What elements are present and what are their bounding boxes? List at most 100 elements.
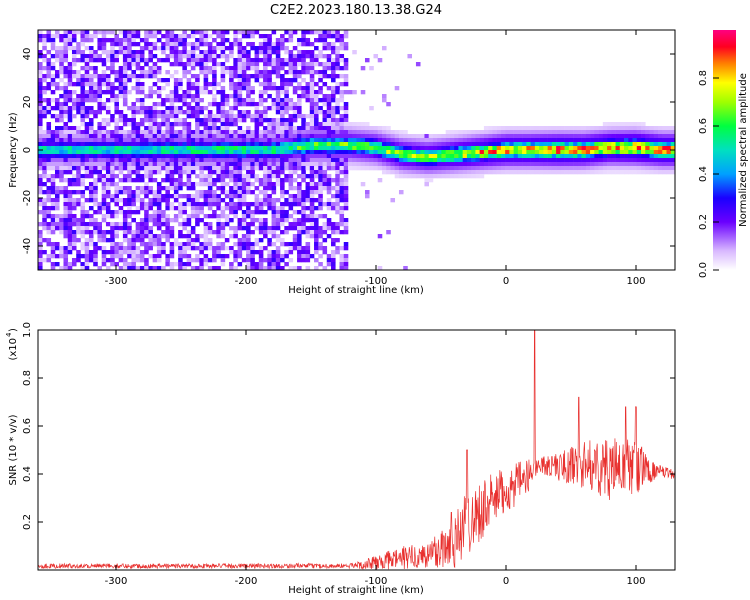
spectrogram-cell [131, 258, 136, 263]
spectrogram-cell [122, 186, 128, 191]
spectrogram-cell [645, 130, 650, 135]
spectrogram-cell [135, 210, 141, 215]
spectrogram-cell [343, 166, 349, 171]
spectrogram-cell [46, 98, 52, 103]
spectrogram-cell [46, 102, 52, 107]
spectrogram-cell [110, 166, 115, 171]
spectrogram-cell [407, 158, 413, 163]
spectrogram-cell [161, 158, 166, 163]
spectrogram-cell [190, 266, 196, 270]
spectrogram-cell [318, 194, 323, 199]
spectrogram-cell [534, 134, 540, 139]
spectrogram-cell [42, 206, 47, 211]
spectrogram-cell [241, 62, 247, 67]
spectrogram-cell [314, 238, 319, 243]
spectrogram-cell [466, 158, 472, 163]
spectrogram-cell [224, 182, 230, 187]
spectrogram-cell [207, 246, 213, 251]
spectrogram-cell [301, 250, 306, 255]
spectrogram-cell [403, 142, 408, 147]
spectrogram-cell [233, 90, 238, 95]
spectrogram-cell [666, 154, 672, 159]
spectrogram-cell [263, 158, 268, 163]
spectrogram-cell [195, 194, 200, 199]
spectrogram-cell [54, 194, 60, 199]
spectrogram-cell [97, 206, 102, 211]
spectrogram-cell [411, 134, 417, 139]
spectrogram-cell [80, 178, 86, 183]
spectrogram-cell [233, 134, 238, 139]
spectrogram-cell [186, 182, 192, 187]
spectrogram-cell [110, 54, 115, 59]
spectrogram-cell [165, 258, 170, 263]
spectrogram-cell [186, 90, 192, 95]
spectrogram-cell [309, 186, 315, 191]
spectrogram-cell [59, 50, 64, 55]
spectrogram-cell [275, 266, 281, 270]
spectrogram-cell [314, 266, 319, 270]
spectrogram-cell [309, 178, 315, 183]
spectrogram-cell [322, 226, 328, 231]
spectrogram-cell [76, 42, 81, 47]
spectrogram-cell [263, 58, 268, 63]
spectrogram-cell [301, 162, 306, 167]
spectrogram-cell [301, 78, 306, 83]
spectrogram-cell [326, 62, 332, 67]
spectrogram-cell [517, 162, 523, 167]
spectrogram-cell [398, 130, 404, 135]
spectrogram-cell [84, 210, 90, 215]
spectrogram-cell [407, 134, 413, 139]
spectrogram-cell [339, 142, 345, 147]
spectrogram-cell [88, 138, 94, 143]
spectrogram-cell [356, 162, 362, 167]
spectrogram-cell [186, 214, 192, 219]
spectrogram-cell [127, 166, 132, 171]
spectrogram-cell [139, 190, 145, 195]
spectrogram-cell [390, 146, 396, 151]
spectrogram-cell [59, 94, 64, 99]
spectrogram-cell [356, 146, 362, 151]
spectrogram-cell [38, 234, 43, 239]
spectrogram-cell [288, 154, 294, 159]
spectrogram-cell [381, 158, 387, 163]
spectrogram-cell [186, 58, 192, 63]
spectrogram-cell [195, 130, 200, 135]
spectrogram-cell [80, 242, 86, 247]
spectrogram-cell [63, 206, 69, 211]
spectrogram-cell [76, 198, 81, 203]
spectrogram-cell [203, 234, 209, 239]
spectrogram-cell [182, 146, 187, 151]
spectrogram-cell [122, 210, 128, 215]
spectrogram-cell [63, 250, 69, 255]
spectrogram-cell [309, 90, 315, 95]
spectrogram-cell [67, 62, 73, 67]
spectrogram-cell [415, 174, 421, 179]
spectrogram-cell [63, 114, 69, 119]
spectrogram-cell [280, 214, 285, 219]
spectrogram-cell [488, 170, 493, 175]
spectrogram-cell [88, 222, 94, 227]
spectrogram-cell [381, 46, 387, 51]
spectrogram-cell [148, 226, 153, 231]
spectrogram-cell [63, 50, 69, 55]
spectrogram-cell [203, 38, 209, 43]
spectrogram-cell [369, 154, 374, 159]
spectrogram-cell [42, 190, 47, 195]
spectrogram-cell [297, 222, 302, 227]
spectrogram-cell [207, 186, 213, 191]
spectrogram-cell [165, 146, 170, 151]
spectrogram-cell [76, 46, 81, 51]
spectrogram-cell [246, 170, 251, 175]
spectrogram-cell [216, 34, 221, 39]
spectrogram-cell [314, 90, 319, 95]
spectrogram-cell [271, 210, 277, 215]
spectrogram-cell [275, 178, 281, 183]
spectrogram-cell [513, 134, 519, 139]
spectrogram-cell [560, 170, 565, 175]
spectrogram-cell [318, 166, 323, 171]
spectrogram-cell [54, 222, 60, 227]
spectrogram-cell [250, 222, 255, 227]
spectrogram-cell [67, 198, 73, 203]
spectrogram-cell [59, 222, 64, 227]
spectrogram-cell [131, 58, 136, 63]
